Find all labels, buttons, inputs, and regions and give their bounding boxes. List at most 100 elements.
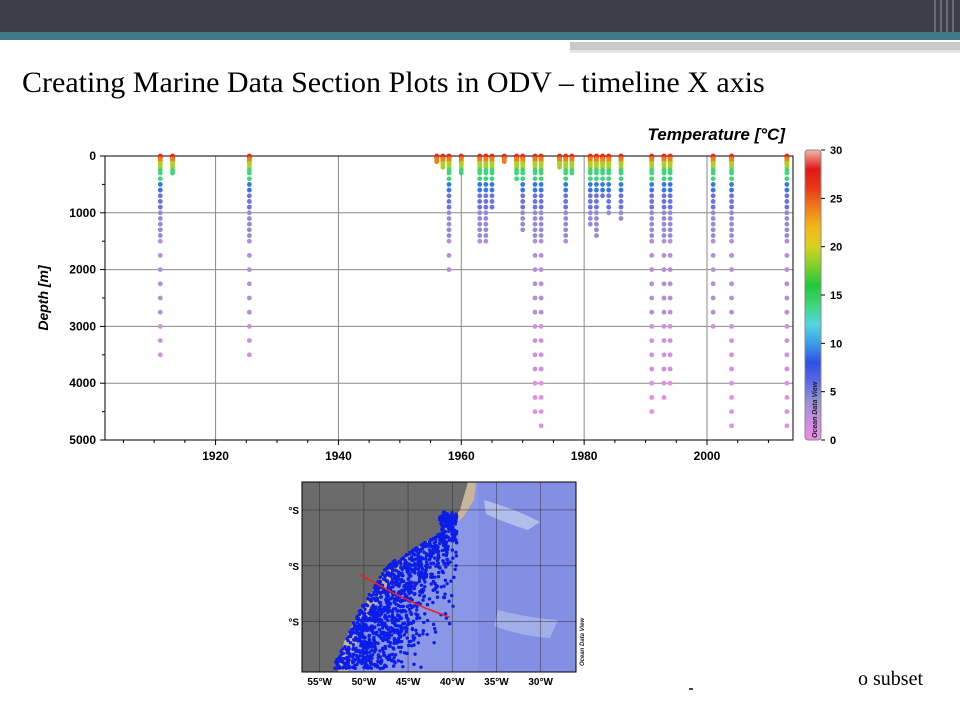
station-point [411, 548, 415, 552]
station-point [382, 590, 387, 594]
data-point [538, 409, 544, 414]
station-point [383, 644, 387, 649]
data-point [246, 238, 252, 244]
data-point [729, 380, 734, 386]
station-point [448, 560, 452, 564]
data-point [157, 216, 163, 221]
data-point [563, 193, 569, 199]
data-point [483, 182, 489, 187]
data-point [784, 238, 790, 244]
station-point [436, 555, 440, 559]
station-point [421, 628, 426, 633]
data-point [729, 409, 734, 414]
station-point [363, 660, 368, 665]
station-point [441, 525, 446, 530]
station-point [399, 650, 403, 654]
data-point [563, 221, 569, 227]
data-point [587, 210, 593, 216]
data-point [587, 204, 593, 210]
data-point [514, 170, 519, 176]
station-point [389, 566, 393, 570]
station-point [414, 612, 418, 616]
data-point [649, 227, 655, 233]
data-point [157, 267, 163, 272]
station-point [400, 567, 405, 572]
data-point [446, 253, 452, 258]
data-point [667, 221, 673, 227]
data-point [667, 170, 673, 176]
data-point [477, 238, 483, 244]
data-point [446, 170, 452, 176]
station-point [363, 651, 367, 655]
station-point [379, 630, 383, 634]
data-point [600, 170, 605, 176]
data-point [520, 187, 526, 193]
station-point [387, 614, 391, 619]
station-point [443, 578, 448, 583]
station-point [349, 629, 354, 634]
station-point [397, 590, 401, 594]
data-point [532, 187, 538, 193]
data-point [157, 170, 163, 176]
station-point [407, 591, 411, 596]
station-point [383, 663, 387, 667]
chart-title: Temperature [°C] [648, 125, 787, 144]
data-point [649, 238, 655, 244]
data-point [667, 204, 673, 210]
data-point [661, 295, 667, 301]
station-point [396, 637, 401, 641]
data-point [667, 238, 673, 244]
data-point [649, 267, 655, 272]
data-point [618, 176, 624, 182]
x-tick-label: 1920 [202, 449, 229, 463]
y-tick-label: 3000 [69, 319, 96, 333]
station-point [415, 604, 419, 609]
station-point [389, 596, 393, 601]
data-point [784, 193, 790, 199]
station-point [379, 590, 384, 595]
station-point [345, 648, 349, 653]
chart-grid [105, 156, 793, 440]
station-point [425, 618, 430, 623]
data-point [784, 366, 790, 372]
data-point [729, 216, 734, 221]
station-point [368, 665, 372, 669]
station-point [364, 602, 368, 607]
colorbar-tick-label: 30 [830, 145, 842, 157]
station-point [386, 631, 390, 635]
data-point [784, 227, 790, 233]
data-point [538, 182, 544, 187]
data-point [661, 338, 667, 343]
station-point [338, 657, 343, 661]
station-point [410, 563, 415, 568]
data-point [667, 324, 673, 329]
data-point [520, 193, 526, 199]
data-point [667, 281, 673, 287]
station-point [422, 594, 426, 598]
data-point [477, 176, 483, 182]
station-point [394, 602, 398, 606]
data-point [784, 423, 790, 429]
station-point [447, 599, 451, 603]
station-point [367, 633, 372, 638]
station-point [360, 610, 364, 614]
data-point [563, 210, 569, 216]
data-point [649, 182, 655, 187]
station-point [396, 659, 401, 663]
colorbar-tick-label: 15 [830, 290, 842, 302]
data-point [157, 338, 163, 343]
data-point [157, 176, 163, 182]
data-point [729, 352, 734, 358]
data-point [661, 204, 667, 210]
station-point [417, 572, 421, 577]
station-point [413, 566, 418, 570]
station-point [435, 544, 439, 548]
data-point [600, 187, 605, 193]
data-point [532, 238, 538, 244]
station-point [376, 641, 380, 646]
station-point [392, 572, 396, 577]
data-point [520, 210, 526, 216]
data-point [784, 216, 790, 221]
station-point [390, 563, 394, 567]
station-point [396, 618, 401, 622]
